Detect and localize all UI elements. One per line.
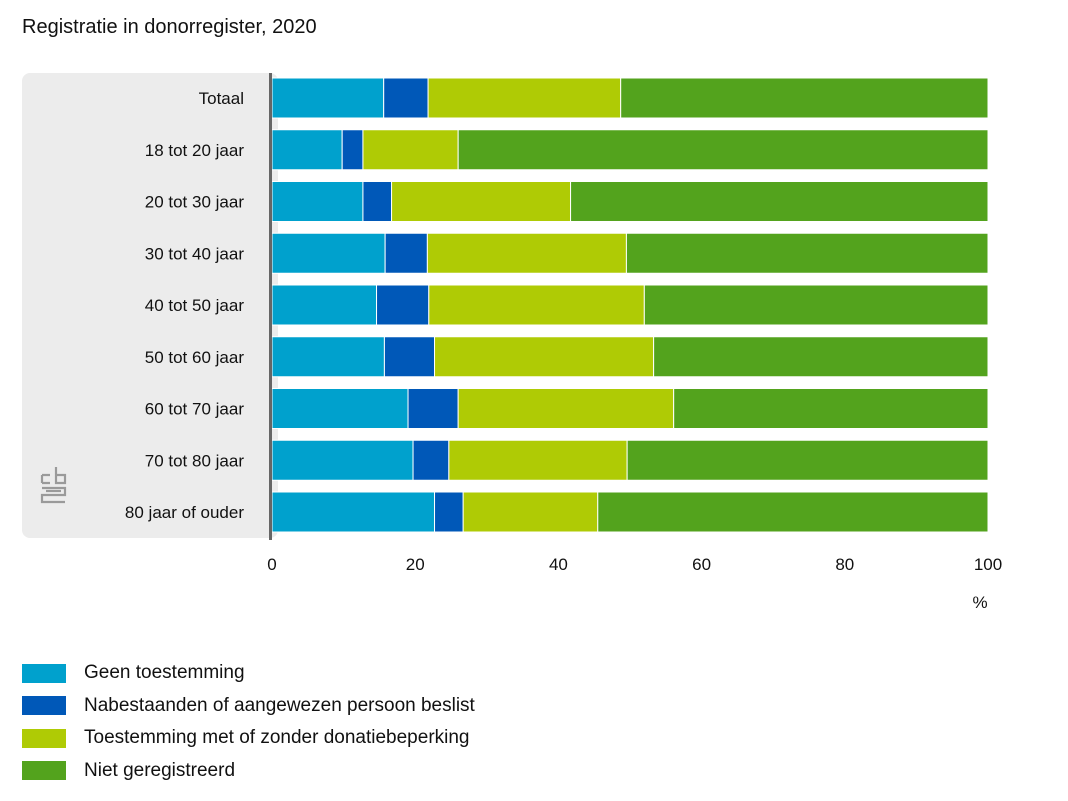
x-tick-labels-layer: 0 20 40 60 80 100 <box>267 555 1002 574</box>
bar-segment <box>570 181 989 222</box>
legend-item: Nabestaanden of aangewezen persoon besli… <box>22 690 475 723</box>
category-labels-layer: Totaal 18 tot 20 jaar 20 tot 30 jaar 30 tot… <box>125 89 244 522</box>
bar-segment <box>384 232 428 274</box>
bar-segment <box>426 232 627 274</box>
category-label: 70 tot 80 jaar <box>145 451 245 470</box>
category-label: 18 tot 20 jaar <box>145 141 245 160</box>
category-label: 50 tot 60 jaar <box>145 348 245 367</box>
category-label: 30 tot 40 jaar <box>145 244 245 263</box>
bar-segment <box>341 129 364 171</box>
x-tick-label: 40 <box>549 555 568 574</box>
bar-segment <box>271 284 378 326</box>
bar-segment <box>271 388 409 429</box>
legend-label: Niet geregistreerd <box>84 759 236 781</box>
bar-segment <box>271 439 414 481</box>
bar-segment <box>428 284 645 326</box>
x-tick-label: 100 <box>974 555 1002 574</box>
category-panel <box>22 73 278 538</box>
legend-swatch <box>22 728 66 748</box>
bar-segment <box>643 284 989 326</box>
bar-segment <box>271 336 385 378</box>
bar-segment <box>271 77 385 119</box>
bar-segment <box>457 388 675 429</box>
legend-label: Geen toestemming <box>84 662 245 684</box>
category-label: 40 tot 50 jaar <box>145 296 245 315</box>
category-label: 20 tot 30 jaar <box>145 193 245 212</box>
bar-segment <box>383 336 436 378</box>
legend-item: Toestemming met of zonder donatiebeperki… <box>22 722 475 755</box>
legend-label: Nabestaanden of aangewezen persoon besli… <box>84 694 475 716</box>
legend-label: Toestemming met of zonder donatiebeperki… <box>84 727 470 749</box>
bar-segment <box>271 232 386 274</box>
category-label: 60 tot 70 jaar <box>145 400 245 419</box>
legend-item: Niet geregistreerd <box>22 755 475 788</box>
bar-segment <box>383 77 429 119</box>
cbs-logo-icon <box>40 467 67 504</box>
legend: Geen toestemming Nabestaanden of aangewez… <box>22 657 475 787</box>
bar-segment <box>434 336 655 378</box>
bar-segment <box>362 129 459 171</box>
bar-segment <box>271 181 364 222</box>
legend-swatch <box>22 663 66 683</box>
bar-segment <box>391 181 572 222</box>
legend-swatch <box>22 761 66 781</box>
bar-segment <box>271 491 436 533</box>
bar-segment <box>271 129 343 171</box>
x-axis-label: % <box>972 593 987 612</box>
bar-segment <box>412 439 450 481</box>
chart-title: Registratie in donorregister, 2020 <box>22 16 317 38</box>
legend-item: Geen toestemming <box>22 657 475 690</box>
bar-segment <box>620 77 989 119</box>
x-tick-label: 20 <box>406 555 425 574</box>
bar-segment <box>626 439 989 481</box>
bar-segment <box>427 77 622 119</box>
x-tick-label: 0 <box>267 555 276 574</box>
bars-layer <box>271 77 989 533</box>
category-label: 80 jaar of ouder <box>125 503 244 522</box>
bar-segment <box>457 129 989 171</box>
bar-segment <box>653 336 989 378</box>
bar-segment <box>462 491 599 533</box>
legend-swatch <box>22 696 66 716</box>
bar-segment <box>362 181 393 222</box>
bar-segment <box>376 284 430 326</box>
bar-segment <box>448 439 628 481</box>
x-tick-label: 80 <box>835 555 854 574</box>
bar-segment <box>625 232 989 274</box>
bar-segment <box>407 388 459 429</box>
category-label: Totaal <box>199 89 244 108</box>
bar-segment <box>673 388 989 429</box>
stacked-bar-chart: Totaal 18 tot 20 jaar 20 tot 30 jaar 30 tot… <box>22 73 1002 612</box>
x-tick-label: 60 <box>692 555 711 574</box>
bar-segment <box>434 491 464 533</box>
bar-segment <box>597 491 989 533</box>
